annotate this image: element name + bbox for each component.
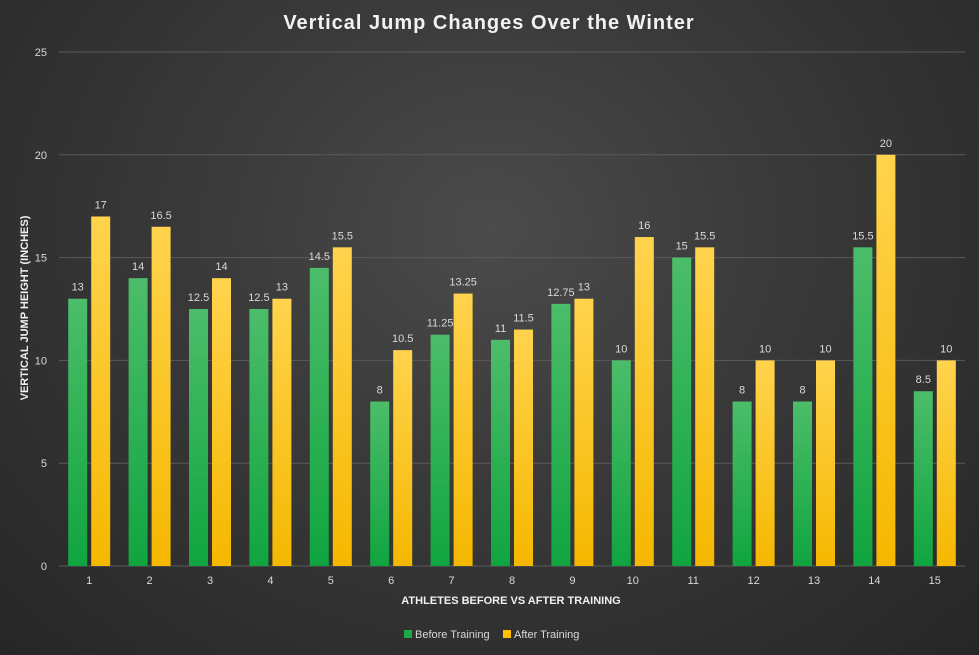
bar-before-athlete-14 xyxy=(853,247,873,566)
x-tick-label: 6 xyxy=(388,575,394,587)
bar-before-athlete-12 xyxy=(732,401,752,566)
y-tick-label: 0 xyxy=(41,561,47,573)
x-tick-label: 14 xyxy=(868,575,880,587)
x-tick-label: 1 xyxy=(86,575,92,587)
bar-before-athlete-15 xyxy=(913,391,933,566)
x-tick-label: 11 xyxy=(687,575,698,587)
x-tick-label: 5 xyxy=(328,575,334,587)
data-label-after-athlete-3: 14 xyxy=(215,261,227,273)
data-label-before-athlete-11: 15 xyxy=(676,241,688,253)
legend-swatch-before xyxy=(404,630,412,638)
legend-label-after: After Training xyxy=(514,629,579,641)
data-label-after-athlete-4: 13 xyxy=(276,282,288,294)
bar-before-athlete-10 xyxy=(611,360,631,566)
bar-before-athlete-8 xyxy=(491,339,510,566)
data-label-after-athlete-2: 16.5 xyxy=(150,210,171,222)
data-label-before-athlete-7: 11.25 xyxy=(427,318,454,330)
bar-before-athlete-4 xyxy=(249,309,269,566)
data-label-after-athlete-9: 13 xyxy=(578,282,590,294)
data-label-before-athlete-10: 10 xyxy=(615,343,627,355)
x-tick-label: 13 xyxy=(808,575,820,587)
data-label-before-athlete-4: 12.5 xyxy=(248,292,269,304)
bar-after-athlete-9 xyxy=(574,298,594,566)
bars-layer xyxy=(68,154,956,567)
data-label-before-athlete-5: 14.5 xyxy=(309,251,330,263)
x-axis-title: ATHLETES BEFORE VS AFTER TRAINING xyxy=(401,595,620,607)
grid-layer xyxy=(59,51,965,567)
data-label-before-athlete-14: 15.5 xyxy=(852,230,873,242)
x-tick-label: 10 xyxy=(627,575,639,587)
bar-before-athlete-1 xyxy=(68,298,88,566)
bar-after-athlete-7 xyxy=(453,293,473,566)
x-tick-label: 7 xyxy=(449,575,455,587)
bar-after-athlete-14 xyxy=(876,154,896,567)
data-label-before-athlete-15: 8.5 xyxy=(916,374,931,386)
data-label-after-athlete-15: 10 xyxy=(940,343,952,355)
data-label-before-athlete-13: 8 xyxy=(799,385,805,397)
bar-after-athlete-3 xyxy=(212,278,231,566)
bar-before-athlete-13 xyxy=(793,401,812,566)
bar-after-athlete-6 xyxy=(393,350,413,566)
bar-after-athlete-10 xyxy=(634,237,654,567)
data-label-after-athlete-12: 10 xyxy=(759,343,771,355)
bar-after-athlete-4 xyxy=(272,298,292,566)
data-label-after-athlete-14: 20 xyxy=(880,138,892,150)
y-tick-label: 10 xyxy=(35,355,47,367)
bar-after-athlete-8 xyxy=(514,329,533,566)
legend: Before Training After Training xyxy=(404,629,579,641)
bar-before-athlete-6 xyxy=(370,401,390,566)
bar-before-athlete-5 xyxy=(309,267,329,566)
bar-before-athlete-2 xyxy=(128,278,148,566)
bar-after-athlete-15 xyxy=(936,360,956,566)
data-label-after-athlete-7: 13.25 xyxy=(449,277,477,289)
chart-title: Vertical Jump Changes Over the Winter xyxy=(283,12,694,34)
bar-before-athlete-3 xyxy=(189,309,208,566)
data-label-before-athlete-8: 11 xyxy=(495,323,506,335)
data-label-before-athlete-3: 12.5 xyxy=(188,292,209,304)
bar-after-athlete-2 xyxy=(151,226,171,566)
data-label-before-athlete-2: 14 xyxy=(132,261,144,273)
data-label-after-athlete-11: 15.5 xyxy=(694,230,715,242)
labels-layer: 13171416.512.51412.51314.515.5810.511.25… xyxy=(72,138,953,397)
data-label-after-athlete-1: 17 xyxy=(95,199,107,211)
data-label-after-athlete-8: 11.5 xyxy=(513,313,534,325)
data-label-before-athlete-1: 13 xyxy=(72,282,84,294)
x-tick-label: 9 xyxy=(569,575,575,587)
data-label-after-athlete-13: 10 xyxy=(819,343,831,355)
bar-after-athlete-13 xyxy=(816,360,835,566)
y-axis-title: VERTICAL JUMP HEIGHT (INCHES) xyxy=(19,215,31,400)
y-tick-label: 5 xyxy=(41,458,47,470)
data-label-before-athlete-12: 8 xyxy=(739,385,745,397)
bar-before-athlete-7 xyxy=(430,334,450,566)
x-tick-label: 3 xyxy=(207,575,213,587)
legend-label-before: Before Training xyxy=(415,629,490,641)
bar-before-athlete-11 xyxy=(672,257,692,566)
bar-after-athlete-1 xyxy=(91,216,111,567)
x-tick-label: 8 xyxy=(509,575,515,587)
data-label-after-athlete-6: 10.5 xyxy=(392,333,413,345)
data-label-before-athlete-6: 8 xyxy=(377,385,383,397)
y-tick-label: 15 xyxy=(35,253,47,265)
legend-swatch-after xyxy=(503,630,511,638)
bar-after-athlete-5 xyxy=(332,247,352,566)
y-tick-label: 20 xyxy=(35,150,47,162)
x-tick-label: 12 xyxy=(747,575,759,587)
data-label-before-athlete-9: 12.75 xyxy=(547,287,575,299)
y-tick-label: 25 xyxy=(35,47,47,59)
bar-after-athlete-11 xyxy=(695,247,715,566)
bar-before-athlete-9 xyxy=(551,303,571,566)
bar-after-athlete-12 xyxy=(755,360,775,566)
x-tick-label: 4 xyxy=(267,575,273,587)
data-label-after-athlete-5: 15.5 xyxy=(332,230,353,242)
x-tick-label: 15 xyxy=(929,575,941,587)
x-tick-label: 2 xyxy=(147,575,153,587)
data-label-after-athlete-10: 16 xyxy=(638,220,650,232)
